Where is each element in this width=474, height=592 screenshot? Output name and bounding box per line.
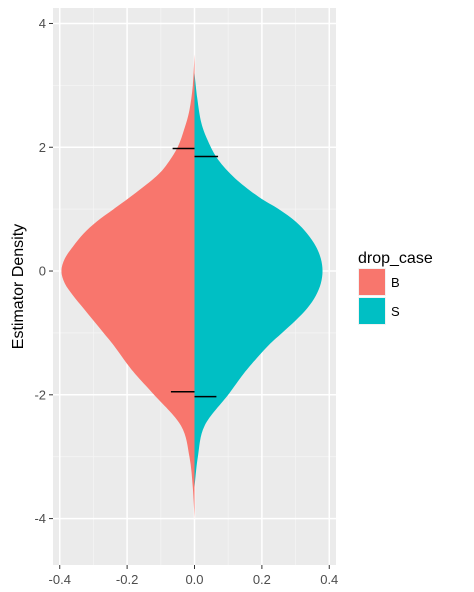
legend-title: drop_case [358,250,433,267]
y-tick-label: 4 [39,16,46,31]
y-tick-label: -4 [34,511,46,526]
violin-half-s [194,72,323,488]
quantile-lines [170,147,219,398]
y-tick-label: -2 [34,387,46,402]
legend: drop_case BS [358,250,433,325]
x-tick-label: 0.0 [185,572,203,587]
x-tick-label: 0.4 [320,572,338,587]
y-tick-label: 2 [39,140,46,155]
y-axis: -4 -2 0 2 4 [34,16,53,526]
violin-series [61,54,323,519]
x-tick-label: 0.2 [253,572,271,587]
legend-label-s: S [391,304,400,319]
y-axis-title: Estimator Density [10,224,27,349]
x-axis: -0.4 -0.2 0.0 0.2 0.4 [49,565,338,587]
legend-swatch-b [359,269,385,295]
x-tick-label: -0.4 [49,572,71,587]
y-tick-label: 0 [39,264,46,279]
legend-swatch-s [359,298,385,324]
legend-label-b: B [391,275,400,290]
x-tick-label: -0.2 [116,572,138,587]
violin-half-b [61,54,195,519]
